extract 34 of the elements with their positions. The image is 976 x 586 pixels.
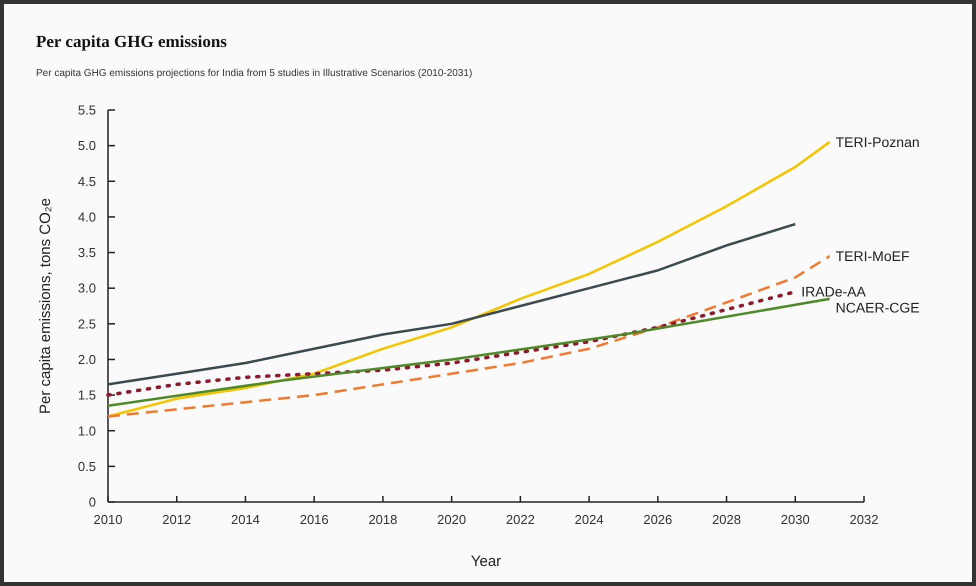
series-label: IRADe-AA — [801, 284, 867, 300]
y-tick-label: 1.0 — [78, 423, 96, 438]
x-tick-label: 2026 — [643, 512, 672, 527]
x-tick-label: 2030 — [780, 512, 810, 527]
chart-subtitle: Per capita GHG emissions projections for India from 5 studies in Illustrative Scenarios (2010-2031) — [36, 68, 472, 79]
x-tick-label: 2014 — [230, 512, 260, 527]
y-tick-label: 4.5 — [78, 174, 96, 189]
x-axis-title: Year — [470, 553, 502, 570]
y-axis-title: Per capita emissions, tons CO₂e — [37, 198, 54, 414]
y-tick-label: 4.0 — [78, 209, 96, 224]
x-tick-label: 2024 — [574, 512, 604, 527]
series-label: TERI-Poznan — [836, 134, 920, 150]
y-tick-label: 0 — [88, 494, 96, 510]
y-tick-label: 5.0 — [78, 138, 96, 154]
y-tick-label: 3.0 — [78, 280, 96, 296]
line-series — [106, 222, 797, 386]
x-tick-label: 2022 — [506, 512, 535, 527]
y-tick-label: 5.5 — [78, 102, 96, 118]
y-tick-label: 2.0 — [78, 352, 96, 368]
x-tick-label: 2020 — [437, 512, 466, 527]
y-tick-label: 3.5 — [78, 245, 96, 260]
x-tick-label: 2018 — [368, 512, 398, 527]
x-tick-label: 2012 — [162, 512, 192, 527]
x-tick-label: 2016 — [300, 512, 329, 527]
x-tick-label: 2032 — [850, 512, 878, 527]
y-tick-label: 1.5 — [78, 388, 96, 403]
x-tick-label: 2028 — [712, 512, 742, 527]
series-label: NCAER-CGE — [836, 300, 920, 316]
series-label: TERI-MoEF — [836, 248, 910, 264]
y-tick-label: 0.5 — [78, 458, 96, 474]
y-tick-label: 2.5 — [78, 316, 96, 332]
line-series — [106, 298, 831, 408]
chart-title: Per capita GHG emissions — [36, 32, 228, 51]
x-tick-label: 2010 — [94, 512, 122, 527]
